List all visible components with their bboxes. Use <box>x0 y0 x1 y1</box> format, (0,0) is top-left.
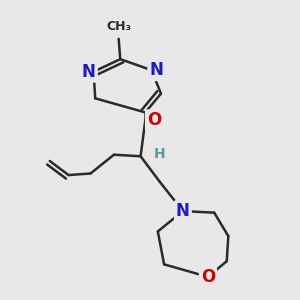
Text: N: N <box>176 202 190 220</box>
Text: H: H <box>154 147 166 161</box>
Text: N: N <box>149 61 163 79</box>
Text: O: O <box>147 111 161 129</box>
Text: CH₃: CH₃ <box>106 20 131 33</box>
Text: O: O <box>201 268 215 286</box>
Text: N: N <box>82 63 96 81</box>
